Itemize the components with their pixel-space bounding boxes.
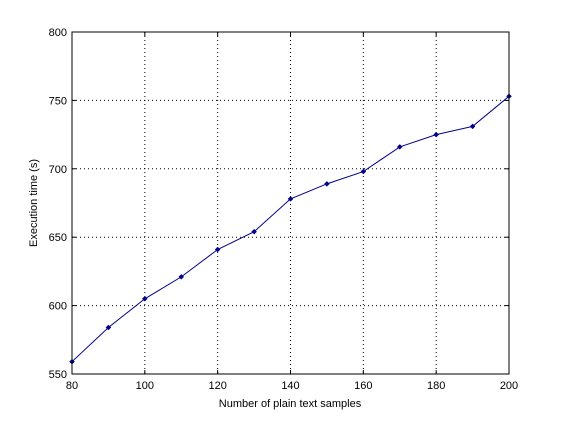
x-tick-label: 140 <box>281 380 299 392</box>
y-tick-label: 550 <box>49 369 67 381</box>
y-tick-label: 600 <box>49 301 67 313</box>
x-tick-label: 180 <box>427 380 445 392</box>
x-axis-label: Number of plain text samples <box>219 398 362 410</box>
data-point-marker <box>469 123 476 130</box>
grid-lines <box>72 32 509 374</box>
data-point-marker <box>360 168 367 175</box>
y-tick-label: 700 <box>49 164 67 176</box>
x-tick-label: 200 <box>500 380 518 392</box>
tick-labels: 80 100 120 140 160 180 200 550 600 650 700 750 800 <box>49 27 519 392</box>
data-point-marker <box>324 180 330 187</box>
y-axis-label: Execution time (s) <box>28 159 40 247</box>
data-series <box>69 93 512 365</box>
data-point-marker <box>141 295 148 302</box>
data-point-marker <box>287 196 294 202</box>
y-tick-label: 750 <box>49 95 67 107</box>
x-tick-label: 160 <box>354 380 372 392</box>
x-tick-label: 120 <box>208 380 226 392</box>
data-point-marker <box>396 144 403 150</box>
data-point-marker <box>214 246 221 253</box>
y-tick-label: 800 <box>49 27 67 39</box>
x-tick-label: 80 <box>66 380 78 392</box>
plot-frame <box>71 31 510 375</box>
data-point-marker <box>433 131 440 138</box>
plot-area <box>72 32 509 374</box>
data-point-marker <box>251 228 257 235</box>
data-point-marker <box>105 324 112 331</box>
x-tick-label: 100 <box>136 380 154 392</box>
y-tick-label: 650 <box>49 232 67 244</box>
data-point-marker <box>178 274 185 280</box>
